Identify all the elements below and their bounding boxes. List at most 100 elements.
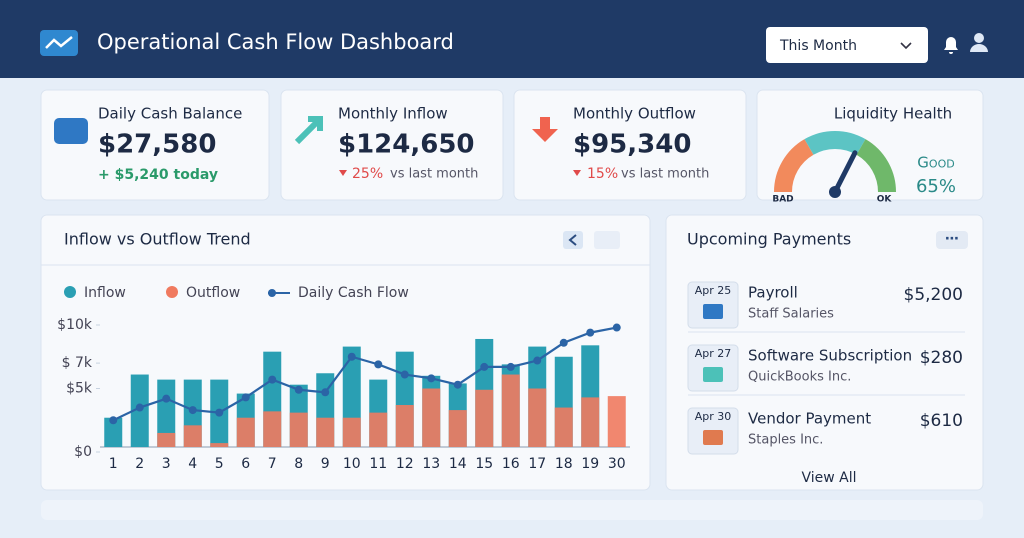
bar bbox=[581, 397, 600, 447]
bar bbox=[316, 417, 335, 447]
view-all-link[interactable]: View All bbox=[801, 470, 856, 486]
y-tick-label: $ 7k bbox=[62, 355, 93, 371]
line-marker bbox=[215, 408, 224, 417]
x-tick-label: 2 bbox=[135, 456, 144, 472]
up-arrow-icon bbox=[294, 116, 323, 145]
payment-amount: $280 bbox=[920, 348, 963, 368]
bar bbox=[528, 388, 547, 447]
x-tick-label: 14 bbox=[449, 456, 467, 472]
kpi-title: Monthly Inflow bbox=[338, 105, 448, 123]
payment-name: Software Subscription bbox=[748, 347, 912, 365]
line-marker bbox=[321, 388, 330, 397]
more-icon: ⋯ bbox=[945, 231, 959, 247]
legend-label: Inflow bbox=[84, 285, 126, 301]
cash-flow-line bbox=[112, 326, 617, 422]
payment-date: Apr 30 bbox=[695, 410, 732, 423]
liquidity-status: Good bbox=[917, 154, 954, 172]
gauge-hub bbox=[829, 186, 841, 198]
x-tick-label: 13 bbox=[422, 456, 440, 472]
line-marker bbox=[453, 380, 462, 389]
legend-label: Outflow bbox=[186, 285, 240, 301]
legend-label: Daily Cash Flow bbox=[298, 285, 409, 301]
kpi-change: 25% bbox=[352, 166, 383, 182]
payment-date: Apr 27 bbox=[695, 347, 732, 360]
back-icon bbox=[568, 234, 577, 246]
bar bbox=[369, 412, 388, 447]
kpi-value: $124,650 bbox=[338, 130, 475, 160]
x-tick-label: 4 bbox=[188, 456, 197, 472]
wallet-icon bbox=[54, 118, 88, 144]
legend-marker bbox=[64, 286, 76, 298]
kpi-change: 15% bbox=[587, 166, 618, 182]
line-marker bbox=[241, 393, 250, 402]
bar bbox=[475, 389, 494, 447]
gauge-max-label: OK bbox=[877, 195, 893, 205]
line-marker bbox=[109, 416, 118, 425]
bar bbox=[104, 417, 123, 447]
gauge-arc bbox=[774, 139, 814, 193]
kpi-card bbox=[513, 89, 747, 201]
bar bbox=[395, 405, 414, 447]
back-button[interactable] bbox=[563, 231, 583, 249]
line-marker bbox=[559, 338, 568, 347]
user-icon-body bbox=[970, 44, 988, 52]
bar bbox=[607, 396, 626, 447]
x-tick-label: 18 bbox=[555, 456, 573, 472]
x-tick-label: 16 bbox=[502, 456, 520, 472]
liquidity-value: 65% bbox=[916, 176, 956, 197]
kpi-note: vs last month bbox=[390, 167, 478, 182]
y-tick-label: $10k bbox=[57, 317, 93, 333]
x-tick-label: 7 bbox=[268, 456, 277, 472]
payments-card bbox=[665, 214, 984, 491]
kpi-card bbox=[40, 89, 270, 201]
gauge-needle bbox=[832, 150, 858, 195]
gauge-min-label: BAD bbox=[772, 195, 793, 205]
kpi-note: vs last month bbox=[621, 167, 709, 182]
period-label: This Month bbox=[779, 38, 857, 54]
kpi-card bbox=[280, 89, 504, 201]
kpi-change: + $5,240 today bbox=[98, 167, 218, 183]
x-tick-label: 30 bbox=[608, 456, 626, 472]
bar bbox=[554, 407, 573, 447]
payment-icon bbox=[703, 367, 723, 382]
liquidity-title: Liquidity Health bbox=[834, 105, 952, 123]
line-marker bbox=[294, 385, 303, 394]
line-marker bbox=[506, 362, 515, 371]
payment-detail: Staff Salaries bbox=[748, 307, 834, 322]
more-button[interactable] bbox=[936, 231, 968, 249]
line-marker bbox=[162, 394, 171, 403]
change-triangle bbox=[573, 170, 581, 176]
gauge-arc bbox=[804, 131, 866, 155]
legend-marker bbox=[268, 289, 276, 297]
dropdown-arrow bbox=[900, 42, 912, 50]
legend-marker bbox=[166, 286, 178, 298]
down-arrow-icon bbox=[532, 117, 558, 142]
line-marker bbox=[480, 362, 489, 371]
line-marker bbox=[612, 323, 621, 332]
x-tick-label: 8 bbox=[294, 456, 303, 472]
chart-type-button[interactable] bbox=[594, 231, 620, 249]
bell-icon[interactable] bbox=[944, 37, 958, 54]
x-tick-label: 9 bbox=[321, 456, 330, 472]
bar bbox=[236, 417, 255, 447]
dashboard-title: Operational Cash Flow Dashboard bbox=[97, 30, 454, 54]
payment-name: Payroll bbox=[748, 284, 798, 302]
change-triangle bbox=[339, 170, 347, 176]
bar bbox=[342, 417, 361, 447]
footer-bar bbox=[41, 500, 983, 520]
x-tick-label: 15 bbox=[475, 456, 493, 472]
logo-line bbox=[45, 36, 73, 49]
line-marker bbox=[374, 360, 383, 369]
user-icon[interactable] bbox=[974, 33, 984, 43]
line-marker bbox=[533, 356, 542, 365]
line-marker bbox=[268, 375, 277, 384]
x-tick-label: 10 bbox=[343, 456, 361, 472]
bar bbox=[448, 410, 467, 447]
payment-amount: $5,200 bbox=[904, 285, 963, 305]
bar bbox=[501, 374, 520, 447]
x-tick-label: 12 bbox=[396, 456, 414, 472]
period-select[interactable] bbox=[766, 27, 928, 63]
bar bbox=[263, 411, 282, 447]
line-marker bbox=[135, 403, 144, 412]
